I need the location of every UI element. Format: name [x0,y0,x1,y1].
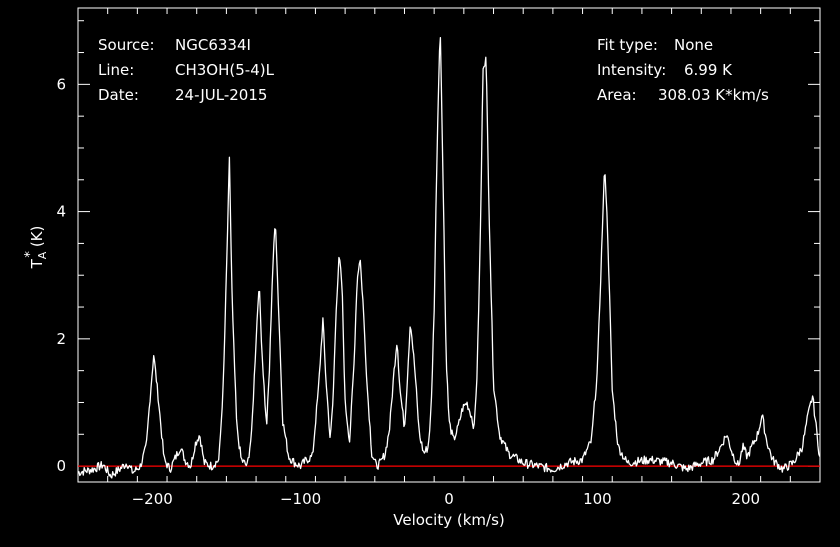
fit-type-value: None [674,36,713,54]
intensity-label: Intensity: [597,61,666,79]
x-tick-label: 0 [444,490,454,508]
x-tick-label: 200 [731,490,760,508]
intensity-value: 6.99 K [684,61,733,79]
area-label: Area: [597,86,637,104]
area-value: 308.03 K*km/s [658,86,769,104]
date-label: Date: [98,86,139,104]
source-value: NGC6334I [175,36,251,54]
x-axis-label: Velocity (km/s) [393,511,504,529]
y-tick-label: 2 [56,330,66,348]
y-tick-label: 0 [56,457,66,475]
spectrum-line [77,36,821,479]
axis-tick-labels: −200 −100 0 100 200 0 2 4 6 [56,75,760,508]
y-axis-superscript: * [23,251,38,258]
source-label: Source: [98,36,155,54]
line-value: CH3OH(5-4)L [175,61,275,79]
line-label: Line: [98,61,134,79]
y-axis-unit: (K) [28,226,46,248]
x-tick-label: −100 [280,490,321,508]
y-axis-subscript: A [36,251,49,259]
y-tick-label: 6 [56,75,66,93]
y-axis-symbol: T [28,258,46,269]
y-tick-label: 4 [56,203,66,221]
svg-text:TA*(K): TA* (K) [23,226,49,270]
x-tick-label: −200 [132,490,173,508]
date-value: 24-JUL-2015 [175,86,267,104]
y-axis-label: TA* (K) [23,226,49,270]
plot-frame [77,7,821,483]
x-tick-label: 100 [583,490,612,508]
fit-type-label: Fit type: [597,36,658,54]
